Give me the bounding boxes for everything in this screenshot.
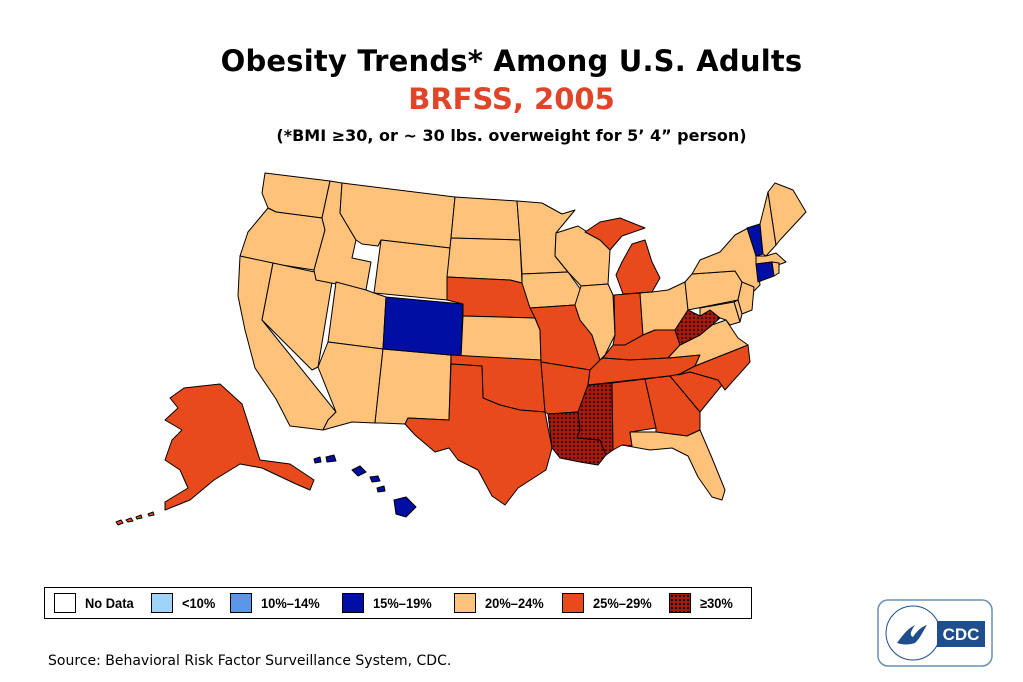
- state-ME: [767, 182, 807, 246]
- state-NJ: [737, 281, 755, 315]
- state-CT: [755, 261, 775, 283]
- legend-item-nodata: No Data: [54, 588, 138, 618]
- state-SD: [446, 237, 523, 284]
- legend-label: 25%–29%: [593, 595, 652, 611]
- legend-item-20to24: 20%–24%: [454, 588, 549, 618]
- state-AK: [164, 383, 315, 511]
- state-KS: [460, 315, 542, 361]
- state-WY: [373, 239, 451, 301]
- bmi-note: (*BMI ≥30, or ~ 30 lbs. overweight for 5…: [276, 126, 747, 145]
- legend-item-gte30: ≥30%: [669, 588, 736, 618]
- state-NM: [374, 348, 452, 425]
- map-title: Obesity Trends* Among U.S. Adults: [220, 44, 803, 78]
- legend-item-25to29: 25%–29%: [562, 588, 657, 618]
- hhs-eagle-icon: [897, 625, 927, 645]
- state-CO: [382, 296, 464, 357]
- alaska-aleutians: [115, 511, 155, 526]
- legend-swatch: [562, 593, 584, 613]
- state-IL: [574, 283, 616, 361]
- legend-swatch: [669, 593, 691, 613]
- legend-item-10to14: 10%–14%: [230, 588, 325, 618]
- legend-swatch: [54, 593, 76, 613]
- legend-label: No Data: [85, 595, 134, 611]
- legend: No Data <10% 10%–14% 15%–19% 20%–24% 25%–29% ≥…: [44, 587, 752, 619]
- source-note: Source: Behavioral Risk Factor Surveilla…: [48, 653, 452, 669]
- state-MT: [339, 182, 456, 249]
- state-MD: [699, 301, 741, 326]
- state-MI: [584, 217, 661, 295]
- state-TX: [404, 363, 553, 506]
- legend-swatch: [151, 593, 173, 613]
- legend-swatch: [454, 593, 476, 613]
- map-subtitle: BRFSS, 2005: [408, 82, 615, 116]
- legend-label: <10%: [182, 595, 216, 611]
- legend-item-15to19: 15%–19%: [342, 588, 437, 618]
- legend-label: 10%–14%: [261, 595, 320, 611]
- legend-item-lt10: <10%: [151, 588, 218, 618]
- legend-label: 15%–19%: [373, 595, 432, 611]
- legend-swatch: [230, 593, 252, 613]
- state-IA: [521, 271, 582, 309]
- state-ND: [450, 196, 521, 241]
- cdc-logo: CDC: [877, 599, 993, 667]
- state-RI: [771, 261, 780, 277]
- legend-label: 20%–24%: [485, 595, 544, 611]
- legend-swatch: [342, 593, 364, 613]
- state-NH: [759, 191, 777, 257]
- cdc-logo-text: CDC: [943, 625, 980, 644]
- state-HI: [313, 454, 417, 518]
- legend-label: ≥30%: [700, 595, 733, 611]
- state-NC: [677, 344, 751, 391]
- state-FL: [621, 429, 726, 501]
